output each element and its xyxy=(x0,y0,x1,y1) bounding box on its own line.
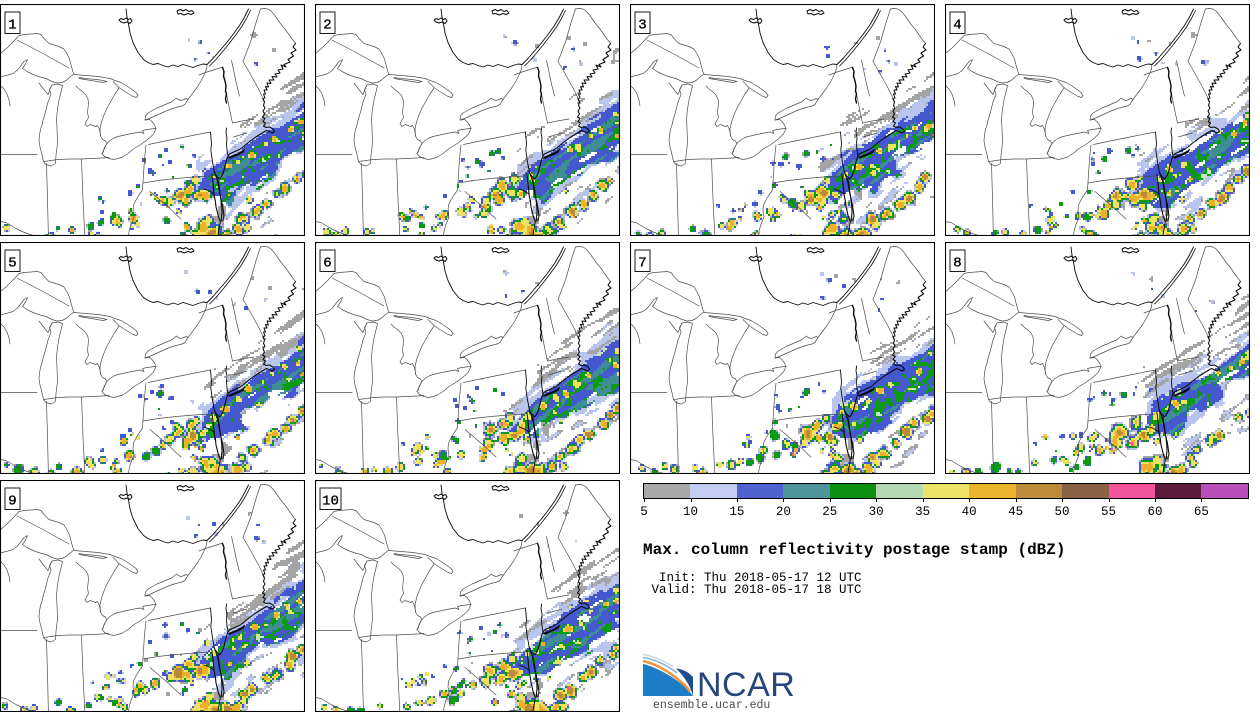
svg-text:5: 5 xyxy=(8,256,16,272)
svg-text:7: 7 xyxy=(638,256,646,272)
svg-text:3: 3 xyxy=(638,18,646,34)
svg-text:1: 1 xyxy=(8,18,16,34)
svg-text:6: 6 xyxy=(323,256,331,272)
svg-text:4: 4 xyxy=(953,18,961,34)
svg-text:8: 8 xyxy=(953,256,961,272)
svg-text:9: 9 xyxy=(8,494,16,510)
svg-text:NCAR: NCAR xyxy=(697,666,795,704)
svg-text:10: 10 xyxy=(322,494,339,510)
svg-text:2: 2 xyxy=(323,18,331,34)
